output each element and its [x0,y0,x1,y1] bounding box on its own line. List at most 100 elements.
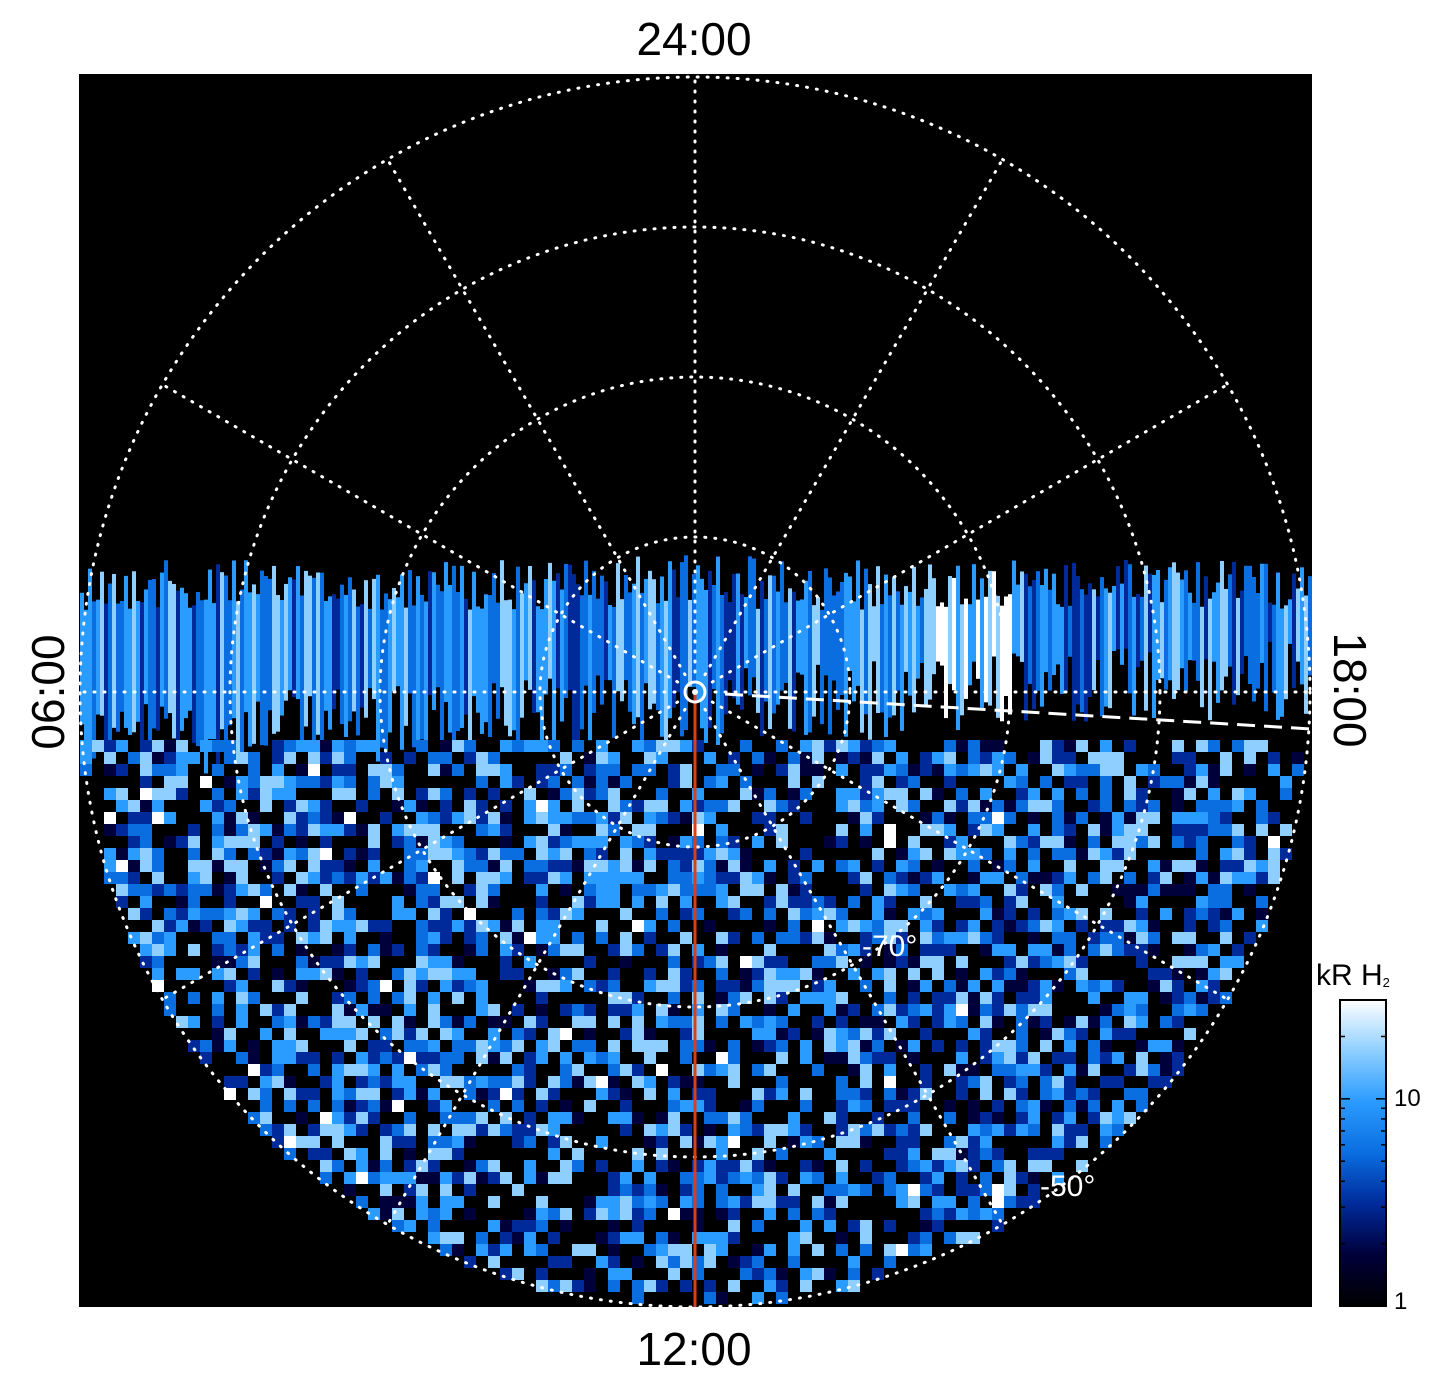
emission-pixel [392,1196,404,1208]
emission-pixel [668,812,680,824]
emission-pixel [1004,1124,1016,1136]
emission-pixel [836,1172,848,1184]
emission-streak [716,556,720,745]
emission-pixel [896,1124,908,1136]
emission-streak [664,600,668,748]
emission-pixel [152,956,164,968]
emission-pixel [1088,1052,1100,1064]
emission-pixel [380,1040,392,1052]
emission-streak [912,566,916,713]
emission-pixel [152,740,164,752]
emission-pixel [608,1232,620,1244]
emission-pixel [668,1244,680,1256]
emission-pixel [668,1112,680,1124]
emission-pixel [224,1040,236,1052]
emission-pixel [368,1100,380,1112]
emission-pixel [584,896,596,908]
emission-pixel [1136,956,1148,968]
emission-pixel [704,1244,716,1256]
emission-pixel [908,1100,920,1112]
emission-pixel [476,1232,488,1244]
emission-pixel [332,764,344,776]
emission-pixel [848,1088,860,1100]
emission-pixel [296,884,308,896]
emission-pixel [464,1112,476,1124]
emission-pixel [440,1232,452,1244]
emission-pixel [248,920,260,932]
emission-pixel [308,920,320,932]
emission-streak [136,600,140,722]
emission-pixel [1112,1028,1124,1040]
emission-pixel [488,1088,500,1100]
emission-pixel [1244,764,1256,776]
emission-pixel [860,800,872,812]
emission-pixel [512,920,524,932]
emission-pixel [932,932,944,944]
emission-pixel [656,1256,668,1268]
emission-pixel [368,740,380,752]
emission-pixel [644,860,656,872]
emission-pixel [536,1208,548,1220]
emission-pixel [1220,764,1232,776]
emission-pixel [188,824,200,836]
emission-pixel [848,1052,860,1064]
emission-pixel [956,896,968,908]
emission-pixel [512,776,524,788]
emission-pixel [956,788,968,800]
emission-pixel [164,776,176,788]
emission-streak [840,581,844,696]
emission-pixel [848,944,860,956]
emission-pixel [872,1004,884,1016]
emission-pixel [380,776,392,788]
emission-streak [1064,565,1068,693]
emission-pixel [992,920,1004,932]
emission-pixel [1268,872,1280,884]
emission-pixel [812,1208,824,1220]
emission-pixel [800,1124,812,1136]
emission-pixel [392,944,404,956]
emission-pixel [308,800,320,812]
emission-pixel [872,920,884,932]
emission-pixel [776,1172,788,1184]
emission-pixel [656,1184,668,1196]
emission-pixel [704,1100,716,1112]
emission-pixel [356,1088,368,1100]
emission-pixel [212,800,224,812]
emission-pixel [680,908,692,920]
emission-pixel [1052,1136,1064,1148]
emission-pixel [824,1268,836,1280]
emission-pixel [440,1100,452,1112]
emission-pixel [668,1268,680,1280]
emission-pixel [248,836,260,848]
emission-pixel [452,740,464,752]
emission-pixel [500,848,512,860]
emission-pixel [668,848,680,860]
emission-pixel [848,812,860,824]
emission-pixel [452,812,464,824]
emission-pixel [956,1136,968,1148]
emission-pixel [656,1148,668,1160]
emission-pixel [980,1028,992,1040]
emission-pixel [656,908,668,920]
emission-pixel [716,1208,728,1220]
emission-pixel [572,944,584,956]
emission-pixel [548,1256,560,1268]
emission-pixel [716,1112,728,1124]
emission-pixel [644,1052,656,1064]
emission-streak [1208,598,1212,721]
emission-streak [240,589,244,761]
emission-pixel [224,944,236,956]
emission-pixel [1232,944,1244,956]
emission-streak [1200,606,1204,708]
emission-pixel [548,944,560,956]
emission-pixel [680,1244,692,1256]
emission-pixel [176,788,188,800]
emission-pixel [980,752,992,764]
emission-pixel [632,740,644,752]
emission-pixel [1148,860,1160,872]
emission-streak [852,601,856,702]
emission-pixel [368,1112,380,1124]
emission-pixel [500,836,512,848]
emission-pixel [560,764,572,776]
emission-streak [188,607,192,711]
